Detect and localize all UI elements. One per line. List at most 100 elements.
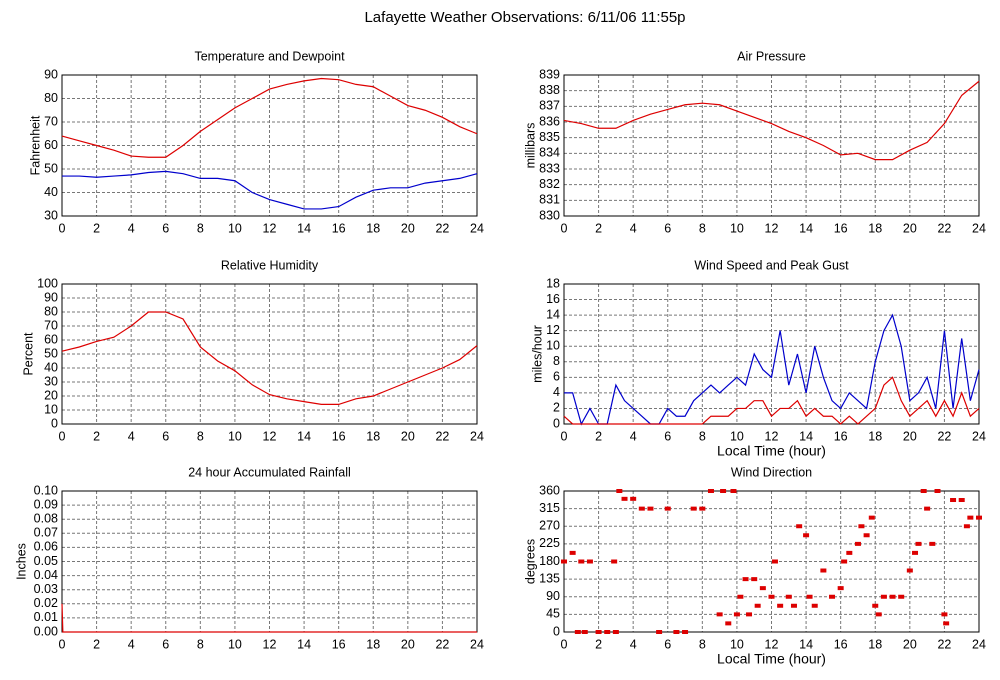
y-tick-label: 60	[44, 138, 58, 152]
y-axis-label: miles/hour	[530, 325, 544, 383]
x-tick-label: 8	[197, 637, 204, 651]
data-point	[586, 559, 593, 564]
y-tick-label: 16	[546, 292, 560, 306]
x-tick-label: 4	[128, 221, 135, 235]
x-tick-label: 0	[59, 637, 66, 651]
y-tick-label: 10	[546, 339, 560, 353]
y-tick-label: 50	[44, 161, 58, 175]
main-title: Lafayette Weather Observations: 6/11/06 …	[364, 9, 685, 26]
data-point	[630, 496, 637, 501]
data-point	[958, 498, 965, 503]
x-tick-label: 6	[162, 637, 169, 651]
x-tick-label: 20	[401, 429, 415, 443]
x-tick-label: 18	[366, 637, 380, 651]
data-point	[751, 577, 758, 582]
data-point	[875, 612, 882, 617]
data-point	[664, 506, 671, 511]
data-point	[796, 524, 803, 529]
data-point	[820, 568, 827, 573]
y-tick-label: 6	[553, 370, 560, 384]
y-tick-label: 0.03	[34, 582, 58, 596]
y-tick-label: 30	[44, 208, 58, 222]
y-tick-label: 0.04	[34, 568, 58, 582]
x-axis-label: Local Time (hour)	[717, 651, 826, 667]
x-tick-label: 10	[730, 221, 744, 235]
y-axis-label: millibars	[523, 123, 537, 169]
x-tick-label: 18	[868, 221, 882, 235]
data-point	[829, 594, 836, 599]
data-point	[841, 559, 848, 564]
y-tick-label: 315	[539, 501, 560, 515]
y-tick-label: 832	[539, 177, 560, 191]
x-tick-label: 2	[595, 221, 602, 235]
data-point	[858, 524, 865, 529]
y-tick-label: 0	[51, 416, 58, 430]
y-tick-label: 70	[44, 114, 58, 128]
plot-frame	[563, 283, 980, 425]
data-point	[604, 630, 611, 634]
y-tick-label: 0.07	[34, 526, 58, 540]
x-tick-label: 14	[297, 221, 311, 235]
chart-title: Air Pressure	[737, 49, 806, 63]
y-tick-label: 2	[553, 401, 560, 415]
y-tick-label: 8	[553, 354, 560, 368]
data-point	[950, 498, 957, 503]
y-axis-label: Percent	[21, 332, 35, 376]
y-tick-label: 60	[44, 332, 58, 346]
chart-title: Temperature and Dewpoint	[194, 49, 345, 63]
data-point	[872, 603, 879, 608]
x-tick-label: 24	[470, 221, 484, 235]
data-point	[716, 612, 723, 617]
x-tick-label: 6	[162, 429, 169, 443]
data-point	[581, 630, 588, 634]
data-point	[846, 550, 853, 555]
data-point	[943, 621, 950, 626]
y-tick-label: 0.10	[34, 483, 58, 497]
y-tick-label: 12	[546, 323, 560, 337]
y-tick-label: 836	[539, 114, 560, 128]
x-tick-label: 14	[799, 637, 813, 651]
y-tick-label: 135	[539, 571, 560, 585]
x-tick-label: 14	[297, 429, 311, 443]
y-tick-label: 50	[44, 346, 58, 360]
data-point	[920, 489, 927, 493]
x-tick-label: 20	[903, 637, 917, 651]
y-tick-label: 70	[44, 318, 58, 332]
y-tick-label: 0.09	[34, 497, 58, 511]
x-tick-label: 0	[561, 429, 568, 443]
data-point	[720, 489, 727, 493]
x-tick-label: 14	[297, 637, 311, 651]
data-point	[941, 612, 948, 617]
x-tick-label: 4	[128, 429, 135, 443]
x-tick-label: 18	[868, 429, 882, 443]
data-line	[564, 313, 980, 426]
data-point	[759, 586, 766, 591]
y-tick-label: 270	[539, 519, 560, 533]
data-point	[934, 489, 941, 493]
y-tick-label: 831	[539, 193, 560, 207]
y-tick-label: 14	[546, 307, 560, 321]
chart-title: 24 hour Accumulated Rainfall	[188, 465, 351, 479]
x-tick-label: 2	[93, 637, 100, 651]
x-tick-label: 2	[93, 429, 100, 443]
x-tick-label: 6	[664, 221, 671, 235]
x-tick-label: 14	[799, 429, 813, 443]
x-tick-label: 10	[228, 429, 242, 443]
y-tick-label: 100	[37, 276, 58, 290]
chart-title: Relative Humidity	[221, 258, 319, 272]
x-tick-label: 8	[699, 429, 706, 443]
data-point	[898, 594, 905, 599]
data-point	[837, 586, 844, 591]
y-tick-label: 4	[553, 385, 560, 399]
data-line	[61, 311, 478, 405]
data-point	[924, 506, 931, 511]
data-point	[806, 594, 813, 599]
y-tick-label: 90	[44, 67, 58, 81]
data-line	[62, 170, 478, 210]
chart-panel: 24 hour Accumulated Rainfall 0.000.010.02…	[14, 465, 484, 651]
y-tick-label: 833	[539, 161, 560, 175]
data-point	[682, 630, 689, 634]
x-tick-label: 24	[470, 637, 484, 651]
data-point	[725, 621, 732, 626]
x-tick-label: 6	[664, 429, 671, 443]
